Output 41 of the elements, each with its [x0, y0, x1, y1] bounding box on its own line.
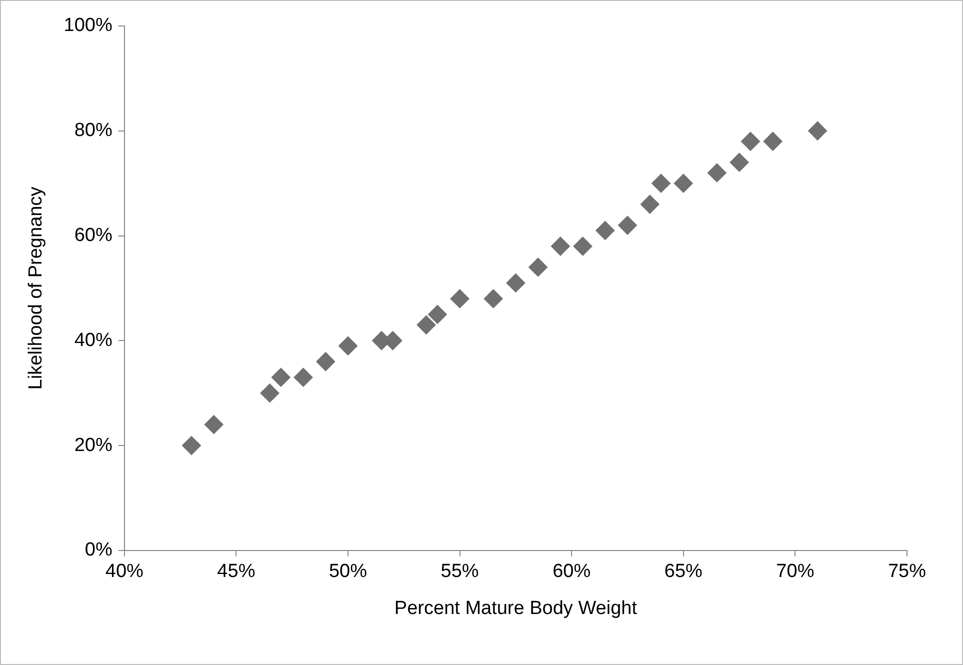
point [618, 216, 637, 235]
x-tick-label: 70% [776, 561, 814, 582]
point [260, 384, 280, 403]
point [271, 368, 290, 387]
point [674, 174, 693, 193]
x-tick-label: 65% [664, 561, 703, 582]
x-axis-title: Percent Mature Body Weight [394, 598, 638, 619]
point [204, 415, 224, 434]
x-tick-label: 55% [440, 561, 479, 582]
y-tick-label: 0% [84, 540, 112, 561]
y-tick-label: 80% [74, 120, 112, 142]
point [450, 289, 470, 308]
y-tick-label: 40% [74, 330, 112, 351]
point [707, 163, 726, 182]
x-tick-label: 40% [105, 561, 144, 582]
point [428, 304, 447, 324]
point [338, 336, 358, 356]
point [316, 352, 336, 372]
x-tick-label: 45% [217, 561, 256, 582]
point [652, 174, 671, 193]
y-tick-label: 20% [74, 434, 112, 456]
point [763, 132, 782, 151]
point [528, 258, 548, 277]
point [808, 121, 828, 140]
point [573, 236, 592, 256]
x-tick-label: 75% [888, 561, 926, 582]
y-tick-label: 60% [74, 224, 112, 246]
point [640, 194, 660, 214]
point [182, 436, 201, 456]
point [596, 221, 615, 240]
point [506, 273, 526, 292]
point [484, 289, 503, 308]
y-axis-title: Likelihood of Pregnancy [26, 186, 47, 390]
point [730, 152, 749, 172]
point [294, 368, 313, 387]
x-tick-label: 60% [552, 561, 591, 582]
point [740, 132, 760, 151]
point [416, 315, 436, 334]
point [550, 236, 570, 256]
x-tick-label: 50% [328, 561, 368, 582]
y-tick-label: 100% [64, 15, 112, 36]
